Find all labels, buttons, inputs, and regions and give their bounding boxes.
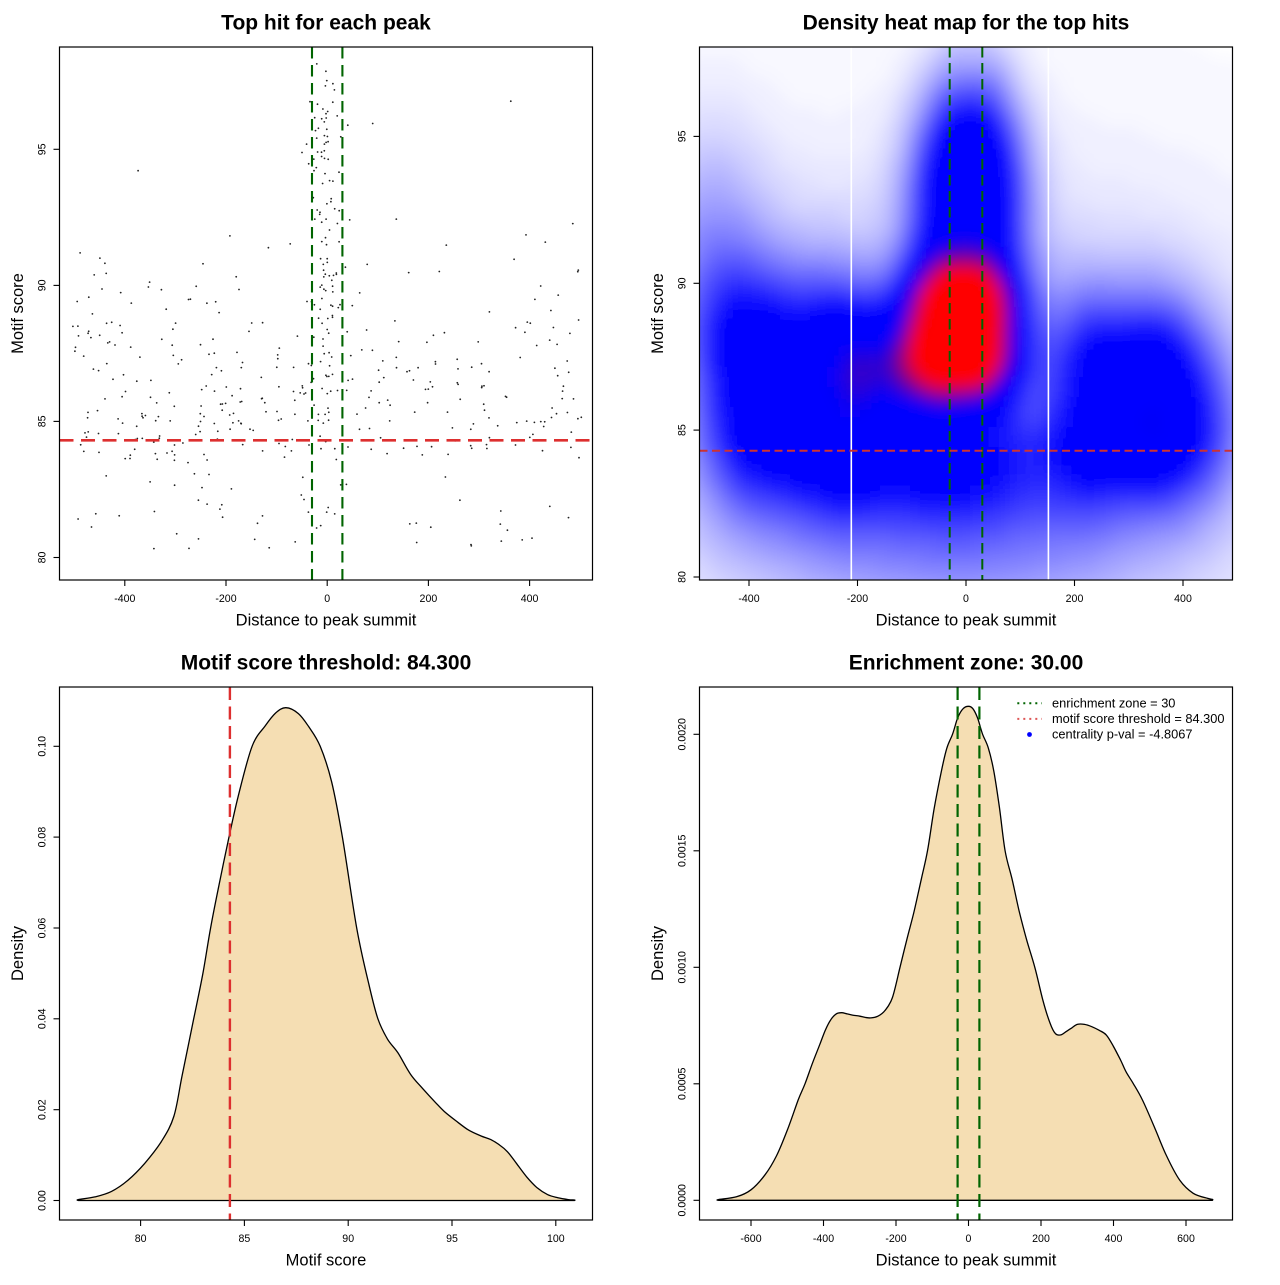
- svg-text:-400: -400: [813, 1233, 834, 1245]
- svg-text:400: 400: [521, 593, 539, 605]
- svg-text:95: 95: [446, 1233, 458, 1245]
- svg-text:0: 0: [324, 593, 330, 605]
- svg-text:motif score threshold = 84.300: motif score threshold = 84.300: [1052, 711, 1225, 726]
- svg-text:80: 80: [135, 1233, 147, 1245]
- svg-text:Density: Density: [9, 925, 27, 981]
- svg-text:0.08: 0.08: [37, 827, 49, 848]
- svg-text:-200: -200: [885, 1233, 906, 1245]
- svg-text:0.0020: 0.0020: [677, 718, 689, 751]
- svg-text:Enrichment zone: 30.00: Enrichment zone: 30.00: [849, 652, 1084, 675]
- svg-text:Top hit for each peak: Top hit for each peak: [221, 12, 431, 35]
- svg-text:90: 90: [342, 1233, 354, 1245]
- svg-text:85: 85: [677, 424, 689, 436]
- svg-text:Motif score: Motif score: [9, 273, 27, 354]
- svg-text:centrality p-val = -4.8067: centrality p-val = -4.8067: [1052, 727, 1193, 742]
- svg-text:Density heat map for the top h: Density heat map for the top hits: [803, 12, 1130, 35]
- svg-text:600: 600: [1177, 1233, 1195, 1245]
- svg-text:0.06: 0.06: [37, 918, 49, 939]
- svg-text:-600: -600: [740, 1233, 761, 1245]
- svg-text:-200: -200: [215, 593, 236, 605]
- svg-text:0: 0: [966, 1233, 972, 1245]
- svg-text:95: 95: [677, 130, 689, 142]
- svg-text:0.0000: 0.0000: [677, 1184, 689, 1217]
- svg-text:90: 90: [677, 277, 689, 289]
- svg-text:90: 90: [37, 279, 49, 291]
- svg-text:0: 0: [963, 593, 969, 605]
- svg-text:85: 85: [37, 415, 49, 427]
- svg-text:enrichment zone = 30: enrichment zone = 30: [1052, 696, 1175, 711]
- svg-text:200: 200: [1032, 1233, 1050, 1245]
- svg-text:Distance to peak summit: Distance to peak summit: [876, 1252, 1057, 1270]
- svg-text:Motif score: Motif score: [649, 273, 667, 354]
- svg-text:80: 80: [37, 552, 49, 564]
- svg-text:100: 100: [547, 1233, 565, 1245]
- svg-text:Distance to peak summit: Distance to peak summit: [876, 612, 1057, 630]
- svg-text:Motif score: Motif score: [286, 1252, 367, 1270]
- svg-text:0.0010: 0.0010: [677, 951, 689, 984]
- svg-text:Density: Density: [649, 925, 667, 981]
- svg-text:0.04: 0.04: [37, 1008, 49, 1029]
- svg-text:Distance to peak summit: Distance to peak summit: [236, 612, 417, 630]
- svg-text:0.00: 0.00: [37, 1190, 49, 1211]
- svg-text:0.0005: 0.0005: [677, 1067, 689, 1100]
- svg-text:0.02: 0.02: [37, 1099, 49, 1120]
- svg-text:200: 200: [420, 593, 438, 605]
- svg-text:Motif score threshold: 84.300: Motif score threshold: 84.300: [181, 652, 472, 675]
- svg-text:200: 200: [1066, 593, 1084, 605]
- svg-text:85: 85: [239, 1233, 251, 1245]
- svg-text:95: 95: [37, 143, 49, 155]
- svg-text:-400: -400: [114, 593, 135, 605]
- svg-text:0.0015: 0.0015: [677, 834, 689, 867]
- svg-text:400: 400: [1174, 593, 1192, 605]
- svg-text:-200: -200: [847, 593, 868, 605]
- svg-text:0.10: 0.10: [37, 736, 49, 757]
- svg-text:-400: -400: [738, 593, 759, 605]
- svg-text:400: 400: [1105, 1233, 1123, 1245]
- svg-text:80: 80: [677, 571, 689, 583]
